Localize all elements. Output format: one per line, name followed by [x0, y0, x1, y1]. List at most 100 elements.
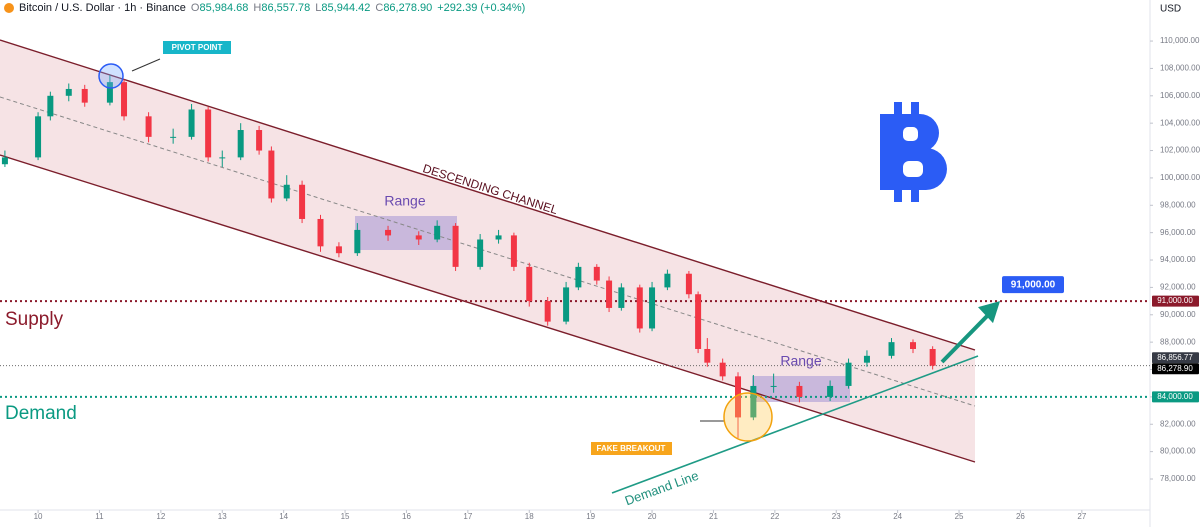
- y-tick-label: 92,000.00: [1160, 283, 1196, 292]
- pointer: [131, 58, 161, 72]
- candle-body: [145, 116, 152, 137]
- x-tick-label: 23: [832, 512, 841, 521]
- candle-body: [510, 235, 517, 267]
- candle-body: [845, 362, 852, 386]
- x-tick-label: 14: [279, 512, 288, 521]
- candle-body: [434, 225, 441, 240]
- x-tick-label: 17: [463, 512, 472, 521]
- fake-tag-bg: [591, 442, 672, 455]
- candle-body: [649, 287, 656, 329]
- x-tick-label: 10: [34, 512, 43, 521]
- x-tick-label: 21: [709, 512, 718, 521]
- symbol-icon: [4, 3, 14, 13]
- candle-body: [618, 287, 625, 308]
- candle-body: [283, 184, 290, 199]
- fake-tag: FAKE BREAKOUT: [597, 444, 666, 453]
- candle-body: [188, 109, 195, 137]
- level-label: 91,000.00: [1157, 296, 1193, 305]
- y-tick-label: 78,000.00: [1160, 474, 1196, 483]
- candle-body: [415, 235, 422, 240]
- pivot-circle: [98, 63, 124, 89]
- y-tick-label: 88,000.00: [1160, 337, 1196, 346]
- level-label-bg: [1152, 391, 1199, 403]
- candle-body: [888, 342, 895, 356]
- y-tick-label: 100,000.00: [1160, 173, 1200, 182]
- candle-body: [636, 287, 643, 329]
- y-tick-label: 94,000.00: [1160, 255, 1196, 264]
- candle-body: [664, 273, 671, 288]
- range-box: [355, 216, 457, 250]
- candle-body: [47, 95, 54, 117]
- fake-breakout-circle: [723, 392, 773, 442]
- candle-body: [385, 229, 392, 236]
- candle-body: [237, 130, 244, 158]
- candle-body: [863, 355, 870, 363]
- price-label-bg: [1152, 363, 1199, 375]
- y-tick-label: 108,000.00: [1160, 64, 1200, 73]
- x-tick-label: 22: [770, 512, 779, 521]
- target-arrowhead: [978, 301, 1000, 324]
- candle-body: [685, 273, 692, 295]
- level-name: Supply: [5, 309, 64, 330]
- x-tick-label: 20: [648, 512, 657, 521]
- y-tick-label: 106,000.00: [1160, 91, 1200, 100]
- candle-body: [929, 348, 936, 366]
- candle-body: [477, 239, 484, 267]
- x-tick-label: 25: [955, 512, 964, 521]
- ohlc-value: 86,278.90: [383, 2, 433, 14]
- pivot-tag: PIVOT POINT: [172, 43, 223, 52]
- candle-body: [910, 342, 917, 349]
- level-label: 84,000.00: [1157, 392, 1193, 401]
- candle-body: [205, 109, 212, 158]
- pivot-tag-bg: [163, 41, 231, 54]
- candle-body: [719, 362, 726, 377]
- range-label: Range: [384, 193, 425, 209]
- candle-body: [796, 385, 803, 397]
- candle-body: [106, 82, 113, 103]
- candle-body: [704, 348, 711, 363]
- candle-body: [299, 184, 306, 219]
- candle-body: [1, 157, 8, 165]
- candle-body: [35, 116, 42, 158]
- ohlc-item: O85,984.68: [191, 2, 249, 14]
- change: +292.39 (+0.34%): [437, 2, 526, 14]
- y-tick-label: 98,000.00: [1160, 200, 1196, 209]
- candle-body: [256, 130, 263, 151]
- candle-body: [526, 266, 533, 302]
- candle-body: [335, 246, 342, 254]
- demand-trend-line: [611, 355, 979, 494]
- ohlc-key: O: [190, 2, 200, 14]
- x-tick-label: 13: [218, 512, 227, 521]
- x-tick-label: 16: [402, 512, 411, 521]
- candle-body: [81, 88, 88, 103]
- price-label: 86,278.90: [1157, 364, 1193, 373]
- target-tag-bg: [1002, 276, 1064, 294]
- level-name: Demand: [5, 403, 77, 424]
- candle-body: [219, 157, 226, 159]
- y-tick-label: 102,000.00: [1160, 146, 1200, 155]
- ohlc-value: 86,557.78: [261, 2, 311, 14]
- price-label-bg: [1152, 352, 1199, 364]
- candle-body: [770, 385, 777, 387]
- channel-upper: [0, 39, 976, 351]
- y-tick-label: 96,000.00: [1160, 228, 1196, 237]
- symbol-header: Bitcoin / U.S. Dollar · 1h · Binance O85,…: [4, 2, 525, 14]
- candle-body: [452, 225, 459, 267]
- candle-body: [563, 287, 570, 322]
- candle-body: [544, 301, 551, 322]
- candle-body: [121, 82, 128, 117]
- candle-body: [317, 218, 324, 247]
- bitcoin-logo: [880, 102, 947, 202]
- price-label: 86,856.77: [1157, 353, 1193, 362]
- candle-body: [606, 280, 613, 308]
- candle-body: [593, 266, 600, 281]
- ohlc-key: C: [375, 2, 384, 14]
- x-tick-label: 12: [156, 512, 165, 521]
- y-tick-label: 80,000.00: [1160, 447, 1196, 456]
- ohlc-key: L: [315, 2, 322, 14]
- y-tick-label: 90,000.00: [1160, 310, 1196, 319]
- ohlc-item: H86,557.78: [253, 2, 310, 14]
- ohlc-key: H: [253, 2, 262, 14]
